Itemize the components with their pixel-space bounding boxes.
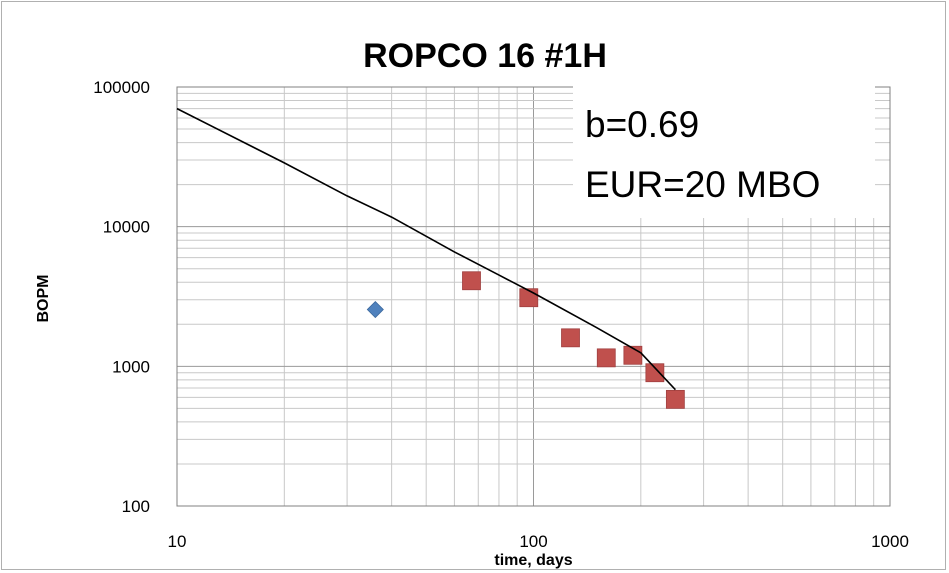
x-tick-label: 1000 <box>871 532 909 551</box>
data-point-square <box>596 348 616 368</box>
decline-curve-line <box>176 107 676 391</box>
y-tick-label: 100000 <box>93 78 150 97</box>
annotation-eur: EUR=20 MBO <box>585 164 820 205</box>
annotation-box: b=0.69 EUR=20 MBO <box>573 77 875 218</box>
data-point-square <box>462 271 481 291</box>
y-axis-title: BOPM <box>35 275 52 323</box>
grid <box>177 87 890 506</box>
x-tick-label: 10 <box>168 532 187 551</box>
data-point-square <box>645 363 665 383</box>
chart-title: ROPCO 16 #1H <box>363 37 607 75</box>
annotation-b-factor: b=0.69 <box>585 104 699 145</box>
x-axis-title: time, days <box>494 552 572 569</box>
data-point-square <box>561 328 580 348</box>
x-tick-label: 100 <box>519 532 547 551</box>
plot-area <box>176 86 891 507</box>
series <box>176 107 685 409</box>
y-tick-label: 10000 <box>103 218 150 237</box>
y-tick-label: 100 <box>122 497 150 516</box>
data-point-diamond <box>366 300 384 319</box>
y-tick-label: 1000 <box>112 357 150 376</box>
data-point-square <box>665 389 685 409</box>
tick-labels: 10 100 1000 100 1000 10000 100000 <box>93 78 909 551</box>
